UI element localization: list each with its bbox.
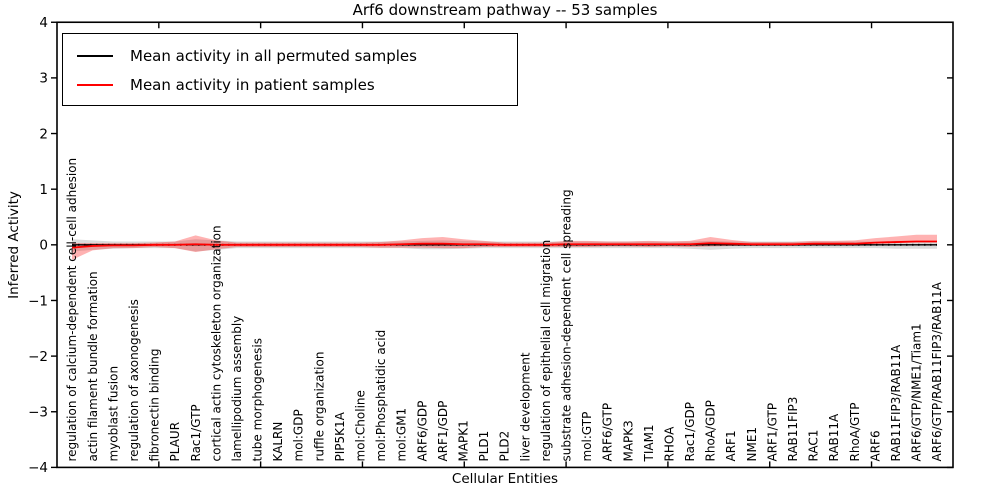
y-tick-label: 4 [39,15,48,31]
x-category-label: tube morphogenesis [251,338,265,461]
x-category-label: substrate adhesion-dependent cell spread… [559,189,573,461]
x-category-label: TIAM1 [642,424,656,462]
x-category-label: ARF6/GTP/NME1/Tiam1 [910,323,924,461]
x-category-label: mol:Choline [354,390,368,461]
x-axis-label: Cellular Entities [451,471,559,487]
chart-title: Arf6 downstream pathway -- 53 samples [352,1,658,19]
y-axis-label: Inferred Activity [6,191,22,299]
x-category-label: mol:Phosphatidic acid [374,330,388,462]
x-category-label: RAB11FIP3/RAB11A [889,344,903,461]
y-tick-label: 1 [39,182,48,198]
legend-label-permuted: Mean activity in all permuted samples [130,46,417,65]
x-category-label: regulation of axonogenesis [127,299,141,461]
x-category-label: Rac1/GDP [683,402,697,461]
legend-line-sample-patient [77,83,113,86]
x-category-label: mol:GDP [292,409,306,461]
x-category-label: regulation of epithelial cell migration [539,240,553,462]
x-category-label: ARF1/GTP [765,403,779,462]
legend-item-patient: Mean activity in patient samples [77,70,507,99]
x-category-label: PLD1 [477,431,491,462]
x-category-label: regulation of calcium-dependent cell-cel… [65,158,79,462]
x-category-label: PLD2 [498,431,512,462]
y-tick-label: 3 [39,71,48,87]
x-category-label: lamellipodium assembly [230,316,244,462]
x-category-label: RAC1 [807,430,821,462]
x-category-label: ARF1/GDP [436,401,450,462]
y-tick-label: −1 [28,293,48,309]
patient-mean-line [71,240,937,249]
x-category-label: cortical actin cytoskeleton organization [209,225,223,461]
x-category-label: ARF6 [868,430,882,461]
x-category-label: RAB11A [827,413,841,462]
x-category-label: ARF6/GTP/RAB11FIP3/RAB11A [930,281,944,461]
y-tick-label: −4 [28,460,48,476]
patient-confidence-band [72,234,937,260]
x-category-label: PLAUR [168,422,182,462]
x-category-label: RHOA [662,426,676,462]
x-category-label: RhoA/GTP [848,403,862,462]
x-category-label: ARF1 [724,430,738,461]
x-category-label: KALRN [271,422,285,462]
x-category-label: RhoA/GDP [704,400,718,461]
y-tick-label: 0 [39,238,48,254]
x-category-label: NME1 [745,427,759,462]
y-tick-label: 2 [39,126,48,142]
x-category-label: myoblast fusion [106,366,120,462]
x-category-label: ruffle organization [312,352,326,462]
legend-item-permuted: Mean activity in all permuted samples [77,41,507,70]
x-category-label: MAPK1 [457,420,471,461]
x-category-label: Rac1/GTP [189,404,203,461]
x-category-label: mol:GTP [580,412,594,462]
x-category-label: fibronectin binding [148,349,162,462]
x-category-label: liver development [518,352,532,461]
x-category-label: ARF6/GDP [415,401,429,462]
x-category-label: RAB11FIP3 [786,397,800,462]
x-category-label: PIP5K1A [333,411,347,461]
legend-line-sample-permuted [77,54,113,57]
legend-label-patient: Mean activity in patient samples [130,75,375,94]
x-category-label: mol:GM1 [395,408,409,462]
y-tick-label: −3 [28,405,48,421]
y-tick-label: −2 [28,349,48,365]
legend: Mean activity in all permuted samples Me… [62,33,518,106]
x-category-label: MAPK3 [621,420,635,461]
x-category-label: ARF6/GTP [601,403,615,462]
x-category-label: actin filament bundle formation [86,271,100,461]
